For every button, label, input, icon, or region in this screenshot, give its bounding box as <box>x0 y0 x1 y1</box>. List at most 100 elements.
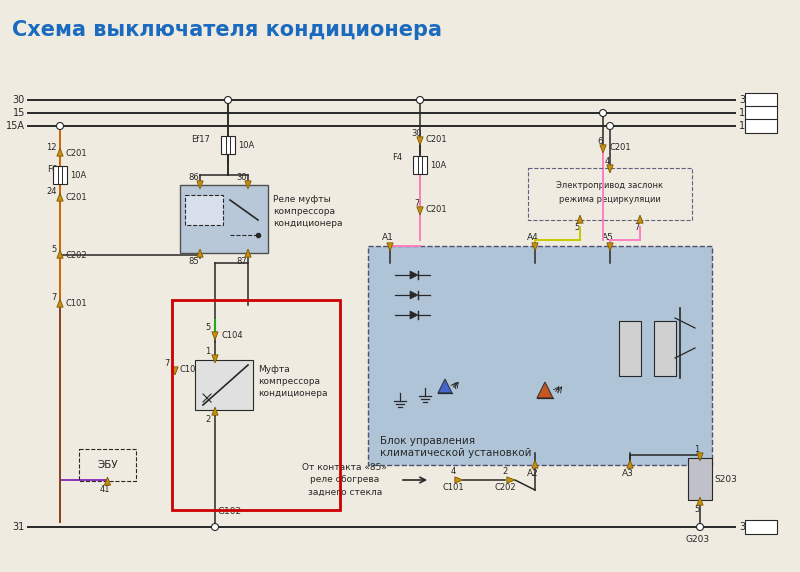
Polygon shape <box>410 271 418 279</box>
Bar <box>172 300 340 510</box>
Text: 41: 41 <box>99 484 110 494</box>
Text: 5: 5 <box>52 244 57 253</box>
Text: 15A: 15A <box>6 121 25 131</box>
Text: C101: C101 <box>66 300 88 308</box>
Text: 15: 15 <box>739 108 751 118</box>
Polygon shape <box>104 477 110 485</box>
Polygon shape <box>57 148 63 156</box>
Text: G102: G102 <box>217 507 241 517</box>
Text: 30: 30 <box>739 95 751 105</box>
Text: 31: 31 <box>739 522 751 532</box>
Polygon shape <box>438 379 452 393</box>
Text: 24: 24 <box>46 188 57 197</box>
Circle shape <box>225 97 231 104</box>
Text: C201: C201 <box>66 149 88 157</box>
Polygon shape <box>57 299 63 307</box>
Bar <box>413 156 427 174</box>
Text: От контакта «85»: От контакта «85» <box>302 463 387 472</box>
Text: S203: S203 <box>714 475 737 483</box>
Polygon shape <box>697 453 703 461</box>
Text: A1: A1 <box>382 233 394 243</box>
Polygon shape <box>637 215 643 223</box>
Text: A2: A2 <box>527 468 539 478</box>
Text: F6: F6 <box>46 165 57 173</box>
Text: режима рециркуляции: режима рециркуляции <box>559 196 661 205</box>
Polygon shape <box>607 243 613 251</box>
Text: 7: 7 <box>634 223 640 232</box>
Polygon shape <box>455 477 463 483</box>
Polygon shape <box>532 243 538 251</box>
Text: 30: 30 <box>13 95 25 105</box>
Text: климатической установкой: климатической установкой <box>380 448 531 458</box>
Text: C202: C202 <box>66 251 88 260</box>
Text: 10A: 10A <box>70 170 86 180</box>
Text: A5: A5 <box>602 233 614 243</box>
Text: 15A: 15A <box>739 121 758 131</box>
FancyBboxPatch shape <box>368 246 712 465</box>
Text: BAT+: BAT+ <box>749 96 773 105</box>
Text: 12: 12 <box>46 142 57 152</box>
Polygon shape <box>212 332 218 340</box>
Text: Реле муфты: Реле муфты <box>273 196 330 205</box>
Bar <box>745 106 777 120</box>
Text: Электропривод заслонк: Электропривод заслонк <box>557 181 663 190</box>
Polygon shape <box>212 355 218 363</box>
Text: C104: C104 <box>221 331 242 340</box>
Polygon shape <box>507 477 515 483</box>
Polygon shape <box>172 367 178 375</box>
Text: 7: 7 <box>164 359 170 367</box>
Text: C201: C201 <box>66 193 88 202</box>
Text: кондиционера: кондиционера <box>258 390 327 399</box>
Polygon shape <box>627 460 633 468</box>
Text: F4: F4 <box>392 153 402 162</box>
Text: компрессора: компрессора <box>273 208 335 216</box>
Polygon shape <box>577 215 583 223</box>
Text: 5: 5 <box>694 505 700 514</box>
Text: A4: A4 <box>527 233 539 243</box>
Bar <box>745 520 777 534</box>
Polygon shape <box>532 460 538 468</box>
Circle shape <box>697 523 703 530</box>
Text: реле обогрева: реле обогрева <box>310 475 380 484</box>
Text: 10A: 10A <box>238 141 254 149</box>
Polygon shape <box>417 207 423 215</box>
Polygon shape <box>197 181 203 189</box>
Text: 31: 31 <box>13 522 25 532</box>
Text: C10: C10 <box>179 366 195 375</box>
Text: 30: 30 <box>412 129 422 137</box>
Circle shape <box>57 122 63 129</box>
Polygon shape <box>197 249 203 257</box>
Polygon shape <box>600 145 606 153</box>
Polygon shape <box>697 497 703 505</box>
Text: компрессора: компрессора <box>258 378 320 387</box>
Text: 1: 1 <box>694 444 700 454</box>
Bar <box>221 136 235 154</box>
Text: 6: 6 <box>598 137 602 145</box>
Bar <box>619 320 641 375</box>
Text: 85: 85 <box>189 256 199 265</box>
Circle shape <box>211 523 218 530</box>
Bar <box>180 185 268 253</box>
Text: C201: C201 <box>609 144 630 153</box>
Text: 2: 2 <box>502 467 508 476</box>
Polygon shape <box>57 250 63 258</box>
Polygon shape <box>245 181 251 189</box>
Polygon shape <box>417 137 423 145</box>
Text: IGN1: IGN1 <box>750 109 772 117</box>
Text: Ef17: Ef17 <box>191 134 210 144</box>
Text: Блок управления: Блок управления <box>380 436 475 446</box>
Bar <box>688 458 712 500</box>
Text: 30: 30 <box>237 173 247 181</box>
Text: 1: 1 <box>206 347 210 356</box>
Text: C202: C202 <box>494 483 516 492</box>
Text: A3: A3 <box>622 468 634 478</box>
Text: 4: 4 <box>450 467 456 476</box>
Polygon shape <box>607 165 613 173</box>
Polygon shape <box>387 243 393 251</box>
Polygon shape <box>245 249 251 257</box>
Text: 5: 5 <box>206 324 210 332</box>
Text: 10A: 10A <box>430 161 446 169</box>
Text: G203: G203 <box>686 534 710 543</box>
Text: 7: 7 <box>414 198 420 208</box>
Text: 5: 5 <box>574 223 580 232</box>
